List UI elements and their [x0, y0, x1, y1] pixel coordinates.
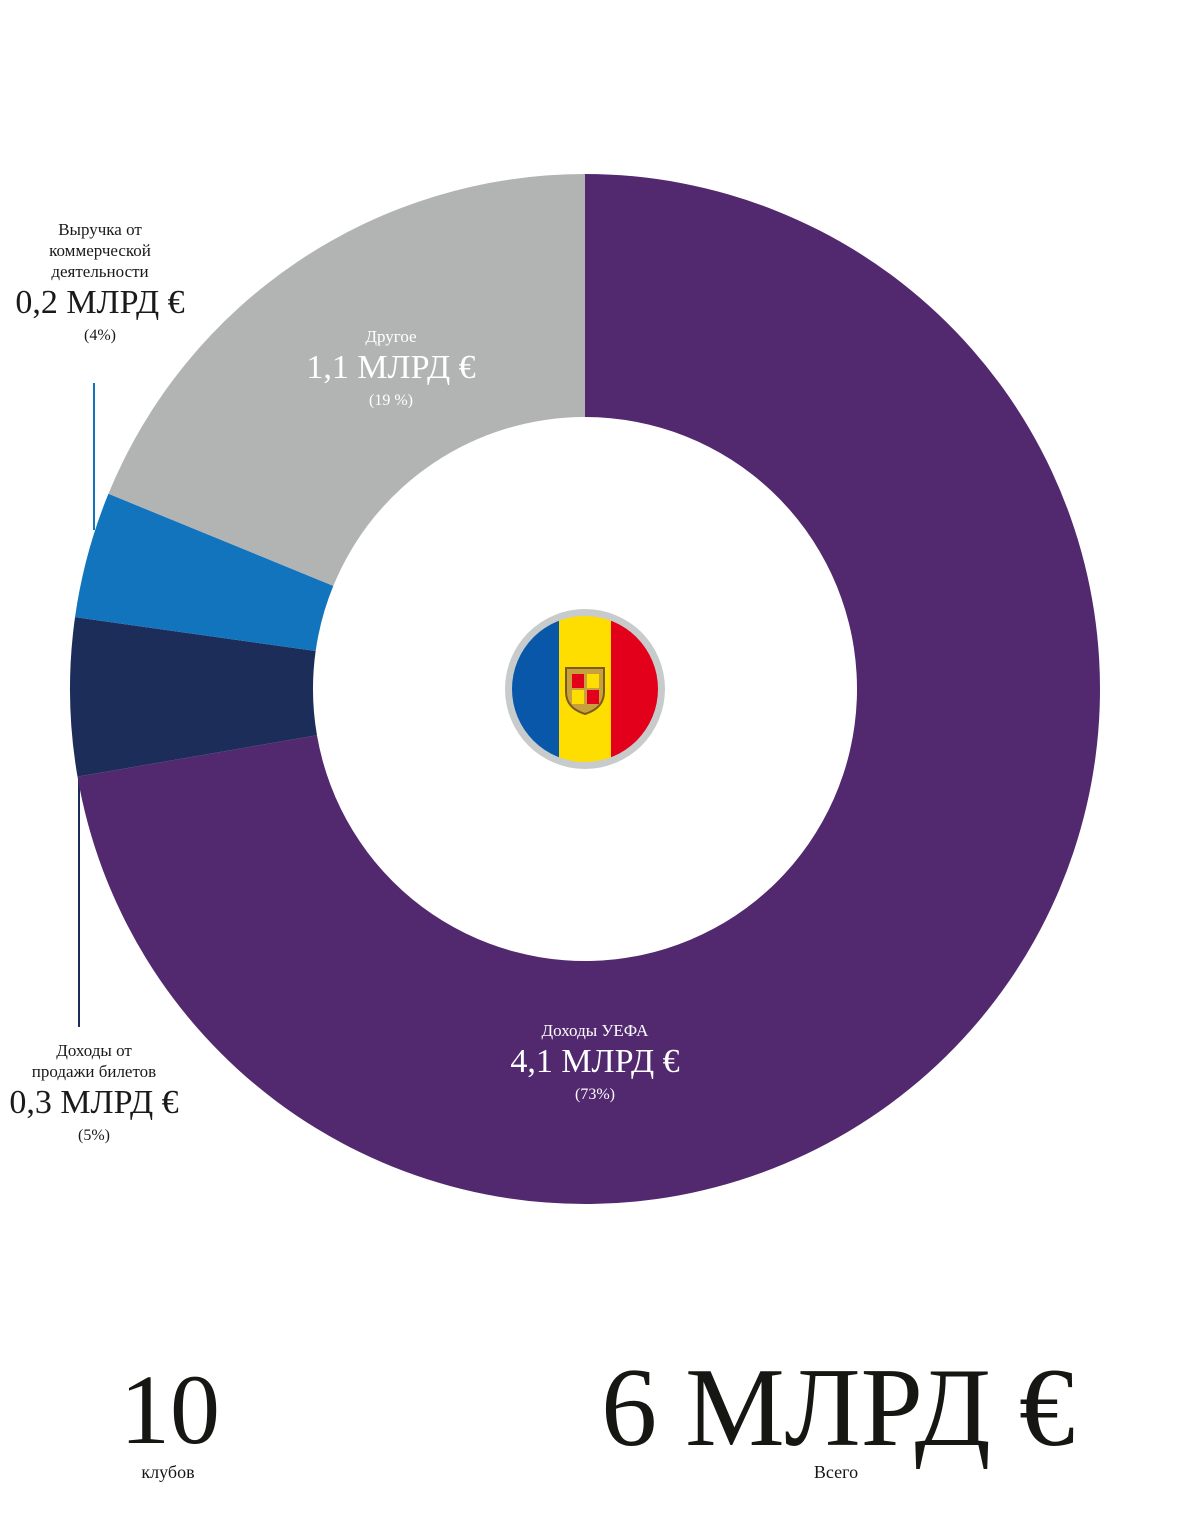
category-name: Доходы УЕФА	[541, 1021, 649, 1040]
total-label: Всего	[813, 1462, 859, 1482]
donut-segment	[75, 493, 334, 652]
donut-segment	[108, 174, 585, 586]
amount-label: 1,1 МЛРД €	[306, 349, 476, 386]
value-label: (19 %)	[369, 392, 413, 409]
segment-label: Другое 1,1 МЛРД € (19 %)	[306, 326, 475, 413]
clubs-label: клубов	[141, 1462, 195, 1482]
flag	[505, 609, 665, 769]
amount-label: 0,3 МЛРД €	[9, 1084, 179, 1121]
value-label: (5%)	[78, 1127, 110, 1144]
segment-label: Выручка от коммерческой деятельности 0,2 …	[15, 219, 184, 348]
value-label: (4%)	[84, 327, 116, 344]
amount-label: 0,2 МЛРД €	[15, 284, 185, 321]
value-label: (73%)	[575, 1086, 615, 1103]
clubs-count: 10	[120, 1354, 220, 1465]
segment-label: Доходы УЕФА 4,1 МЛРД € (73%)	[510, 1020, 679, 1107]
donut-segment	[77, 174, 1101, 1205]
amount-label: 4,1 МЛРД €	[510, 1043, 680, 1080]
category-name: Другое	[365, 327, 417, 346]
category-name: Доходы от продажи билетов	[31, 1041, 157, 1081]
donut-segment	[69, 617, 317, 777]
segment-label: Доходы от продажи билетов 0,3 МЛРД € (5%)	[9, 1040, 178, 1148]
total: 6 МЛРД €	[601, 1346, 1075, 1470]
category-name: Выручка от коммерческой деятельности	[49, 220, 151, 281]
